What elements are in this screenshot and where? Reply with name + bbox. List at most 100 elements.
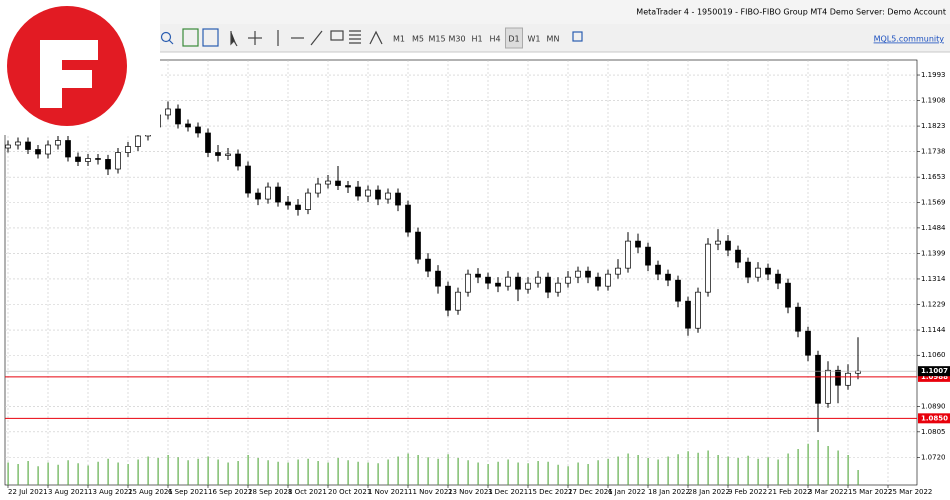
volume-bar <box>787 453 789 485</box>
timeframe-button[interactable]: D1 <box>508 35 519 44</box>
candle-body <box>655 264 661 275</box>
candle-body <box>285 201 291 206</box>
y-tick-label: 1.1738 <box>921 148 946 156</box>
candle-body <box>585 270 591 278</box>
volume-bar <box>737 458 739 485</box>
volume-bar <box>577 462 579 485</box>
candle-body <box>695 291 701 329</box>
y-tick-label: 1.1229 <box>921 300 946 308</box>
volume-bar <box>847 455 849 485</box>
candle-body <box>525 282 531 290</box>
timeframe-button[interactable]: W1 <box>528 35 541 44</box>
x-tick-label: 18 Jan 2022 <box>648 488 690 496</box>
x-tick-label: 3 Dec 2021 <box>488 488 528 496</box>
level-label-box <box>918 371 950 382</box>
volume-bar <box>397 456 399 485</box>
volume-bar <box>837 450 839 485</box>
x-tick-label: 3 Aug 2021 <box>48 488 88 496</box>
candle-body <box>605 273 611 287</box>
volume-bar <box>437 458 439 485</box>
volume-bar <box>857 470 859 485</box>
x-tick-label: 25 Aug 2021 <box>128 488 173 496</box>
level-label: 1.0988 <box>921 373 948 381</box>
volume-bar <box>477 462 479 485</box>
volume-bar <box>347 460 349 485</box>
candle-body <box>225 153 231 156</box>
candle-body <box>255 192 261 200</box>
volume-bar <box>57 464 59 485</box>
volume-bar <box>457 458 459 485</box>
logo <box>0 0 160 135</box>
candle-body <box>275 186 281 203</box>
x-tick-label: 13 Aug 2021 <box>88 488 133 496</box>
volume-bar <box>187 460 189 485</box>
volume-bar <box>367 462 369 485</box>
volume-bar <box>27 461 29 485</box>
candle-body <box>765 267 771 275</box>
timeframe-button[interactable]: M5 <box>412 35 424 44</box>
mql5-link[interactable]: MQL5.community <box>874 35 945 44</box>
volume-bar <box>647 458 649 485</box>
volume-bar <box>357 461 359 485</box>
volume-bar <box>197 458 199 485</box>
volume-bar <box>227 462 229 485</box>
timeframe-button[interactable]: M1 <box>393 35 405 44</box>
volume-bar <box>537 461 539 485</box>
volume-bar <box>567 466 569 485</box>
volume-bar <box>177 457 179 485</box>
volume-bar <box>497 461 499 485</box>
timeframe-button[interactable]: H4 <box>489 35 500 44</box>
candle-body <box>515 276 521 290</box>
timeframe-button[interactable]: MN <box>547 35 560 44</box>
timeframe-button[interactable]: M15 <box>428 35 445 44</box>
volume-bar <box>697 452 699 485</box>
volume-bar <box>7 462 9 485</box>
volume-bar <box>707 450 709 485</box>
volume-bar <box>517 462 519 485</box>
candle-body <box>335 180 341 186</box>
volume-bar <box>417 455 419 485</box>
volume-bar <box>427 457 429 485</box>
volume-bar <box>157 458 159 485</box>
toolbar-icons <box>160 28 583 47</box>
candle-body <box>795 306 801 332</box>
candle-body <box>835 369 841 386</box>
timeframe-button[interactable]: H1 <box>471 35 482 44</box>
candle-body <box>5 144 11 149</box>
x-tick-label: 21 Feb 2022 <box>768 488 812 496</box>
candle-body <box>35 149 41 155</box>
timeframe-button[interactable]: M30 <box>448 35 465 44</box>
candle-body <box>15 141 21 146</box>
volume-bar <box>167 455 169 485</box>
x-tick-label: 15 Dec 2021 <box>528 488 573 496</box>
volume-bar <box>267 460 269 485</box>
candle-body <box>805 330 811 356</box>
volume-bar <box>447 454 449 485</box>
candle-body <box>405 204 411 233</box>
volume-bar <box>147 456 149 485</box>
y-tick-label: 1.0720 <box>921 453 946 461</box>
volume-bar <box>337 458 339 485</box>
volume-bar <box>277 461 279 485</box>
candle-body <box>265 186 271 200</box>
candle-body <box>65 140 71 158</box>
y-tick-label: 1.1569 <box>921 198 946 206</box>
candle-body <box>115 152 121 170</box>
volume-bar <box>817 440 819 485</box>
candle-body <box>845 372 851 386</box>
candle-body <box>425 258 431 272</box>
volume-bar <box>587 464 589 485</box>
volume-bar <box>307 458 309 485</box>
candle-body <box>125 146 131 153</box>
level-label: 1.0850 <box>921 414 948 422</box>
x-tick-label: 28 Jan 2022 <box>688 488 730 496</box>
volume-bar <box>207 456 209 485</box>
candle-body <box>715 240 721 245</box>
candle-body <box>595 276 601 287</box>
candle-body <box>95 158 101 160</box>
volume-bar <box>87 465 89 485</box>
y-tick-label: 1.0890 <box>921 402 946 410</box>
volume-bar <box>687 451 689 485</box>
candle-body <box>815 354 821 404</box>
